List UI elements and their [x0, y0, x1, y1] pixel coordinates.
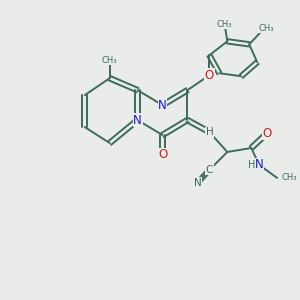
Text: O: O — [205, 69, 214, 82]
Text: CH₃: CH₃ — [259, 24, 274, 33]
Text: N: N — [133, 114, 142, 127]
Text: C: C — [206, 165, 213, 175]
Text: H: H — [248, 160, 255, 170]
Text: CH₃: CH₃ — [102, 56, 117, 65]
Text: O: O — [158, 148, 167, 161]
Text: N: N — [255, 158, 264, 172]
Text: CH₃: CH₃ — [281, 173, 297, 182]
Text: N: N — [158, 99, 167, 112]
Text: O: O — [262, 127, 272, 140]
Text: CH₃: CH₃ — [217, 20, 232, 29]
Text: H: H — [206, 127, 213, 137]
Text: N: N — [194, 178, 201, 188]
